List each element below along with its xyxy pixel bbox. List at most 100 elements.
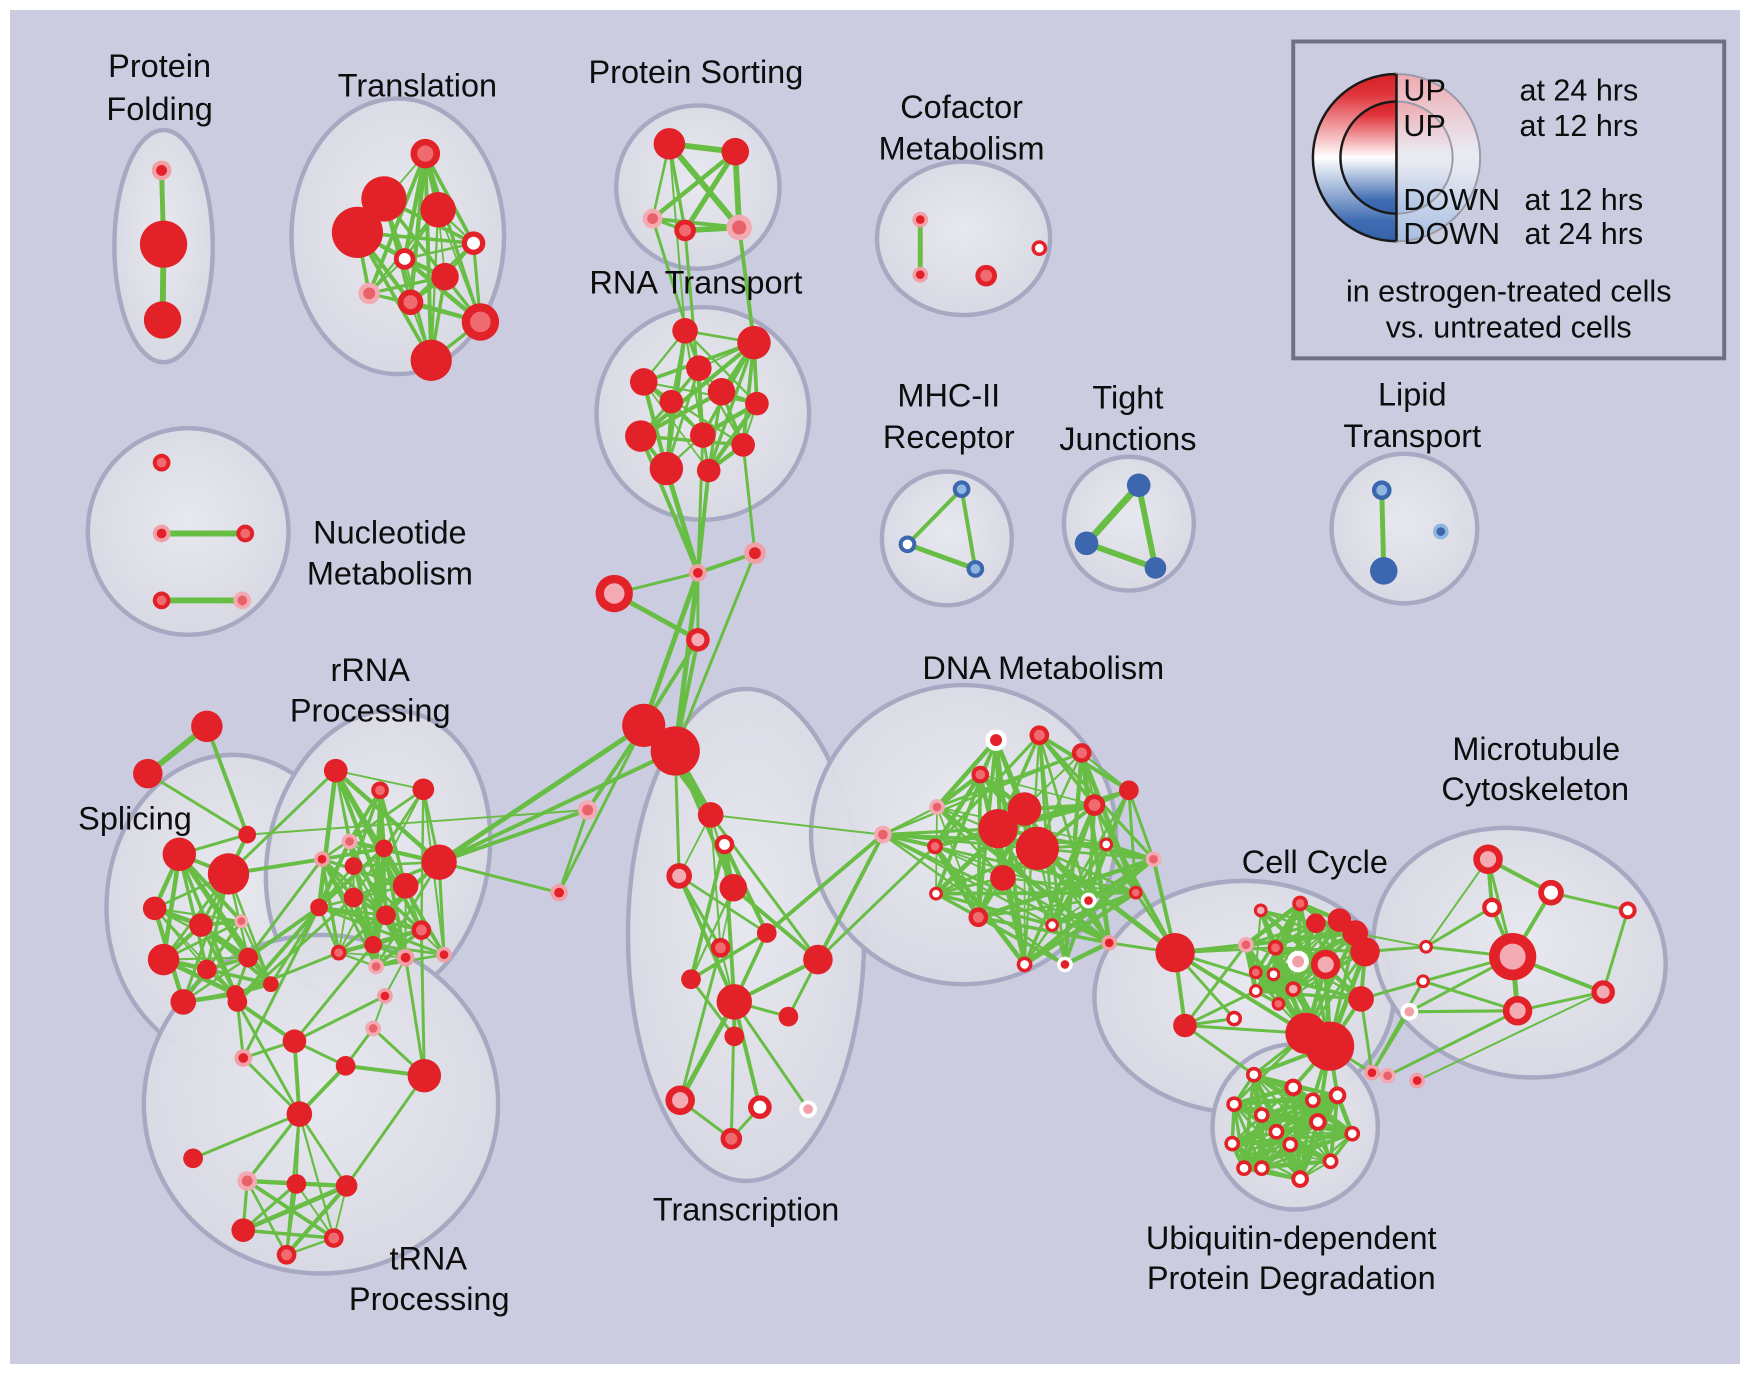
node [335, 1175, 358, 1197]
node-center [691, 633, 705, 647]
edge [337, 951, 407, 959]
edge [934, 772, 983, 810]
node [1305, 913, 1326, 934]
edge [673, 551, 757, 753]
node-center [1383, 1071, 1392, 1081]
node [286, 1174, 307, 1194]
node [659, 389, 684, 414]
node [189, 913, 213, 937]
node [721, 137, 750, 166]
edge [905, 541, 978, 572]
edge [295, 1182, 335, 1240]
node-center [932, 802, 942, 812]
node-center [980, 269, 993, 282]
cluster-label-translation: Translation [338, 68, 497, 104]
node [343, 887, 364, 908]
node-center [1274, 1000, 1283, 1008]
node [142, 896, 167, 921]
edge [1416, 991, 1605, 1082]
node-center [241, 1175, 253, 1187]
edge [979, 773, 1096, 806]
node-center [1076, 747, 1088, 759]
node [376, 905, 396, 926]
edge [764, 832, 885, 935]
node-center [1239, 1163, 1249, 1173]
edge [404, 956, 426, 1078]
node-center [1131, 888, 1140, 897]
node-center [1596, 985, 1610, 999]
cluster-label-dna-metabolism: DNA Metabolism [922, 650, 1164, 686]
edge [437, 808, 590, 865]
node-center [803, 1104, 813, 1115]
node-center [380, 991, 390, 1001]
node [649, 451, 684, 486]
legend-up-24-label: UP [1403, 74, 1445, 108]
edge [1183, 943, 1248, 1027]
edge [320, 846, 386, 862]
edge [320, 787, 425, 861]
node-center [400, 952, 411, 963]
node [778, 1006, 799, 1027]
node-center [1271, 943, 1280, 953]
node-center [1317, 956, 1334, 973]
legend-down-12-label: DOWN [1403, 183, 1500, 217]
edge [235, 1000, 301, 1116]
node-center [1229, 1099, 1239, 1109]
node [690, 422, 716, 448]
edge [317, 846, 386, 910]
node-center [1084, 896, 1093, 905]
cluster-ellipse-protein-sorting [613, 103, 782, 272]
node-center [1412, 1076, 1422, 1085]
cluster-label-rrna-processing: rRNA [331, 652, 411, 688]
node-center [693, 567, 703, 578]
node-center [1256, 906, 1265, 915]
node-center [915, 270, 925, 280]
node [1369, 557, 1398, 585]
edge [1254, 919, 1341, 974]
edge [1023, 923, 1054, 966]
node [1173, 1013, 1197, 1038]
edge [199, 923, 238, 996]
edge [298, 1112, 335, 1240]
node [361, 176, 407, 222]
node [197, 959, 217, 980]
edge [1083, 481, 1143, 547]
node-center [1060, 960, 1070, 969]
node-center [1404, 1006, 1415, 1017]
node-center [156, 595, 167, 606]
node [724, 1026, 745, 1047]
edge [1243, 901, 1303, 948]
edge [1254, 989, 1363, 1001]
node-center [238, 1053, 249, 1063]
node [420, 192, 456, 228]
node-center [1088, 799, 1101, 812]
node [696, 458, 721, 483]
node-center [334, 948, 344, 958]
node-center [398, 253, 411, 265]
edge [1034, 845, 1178, 956]
edge [1001, 876, 1111, 945]
edge [1232, 1098, 1315, 1106]
node-center [417, 145, 434, 162]
edge [1370, 979, 1425, 1075]
edge [436, 722, 647, 865]
edge [678, 946, 722, 1102]
node-center [1227, 1139, 1237, 1148]
cluster-label-ubiquitin-degradation: Ubiquitin-dependent [1146, 1220, 1437, 1256]
edge [976, 857, 1156, 920]
edge [1092, 803, 1178, 955]
edge [1173, 950, 1308, 1036]
node-center [930, 842, 940, 851]
legend-caption-line2: vs. untreated cells [1386, 311, 1632, 345]
node [1305, 1021, 1355, 1071]
gene-network-figure: Protein Folding Translation Protein Sorting… [78, 39, 1727, 1317]
cluster-label-protein-folding: Protein [108, 48, 211, 84]
edge [235, 905, 322, 1004]
legend-caption-line1: in estrogen-treated cells [1346, 274, 1672, 308]
edge [1080, 751, 1131, 792]
edge [976, 915, 1111, 945]
edge [706, 401, 760, 473]
edge [437, 208, 482, 323]
edge [227, 769, 338, 876]
node-center [1048, 921, 1056, 929]
